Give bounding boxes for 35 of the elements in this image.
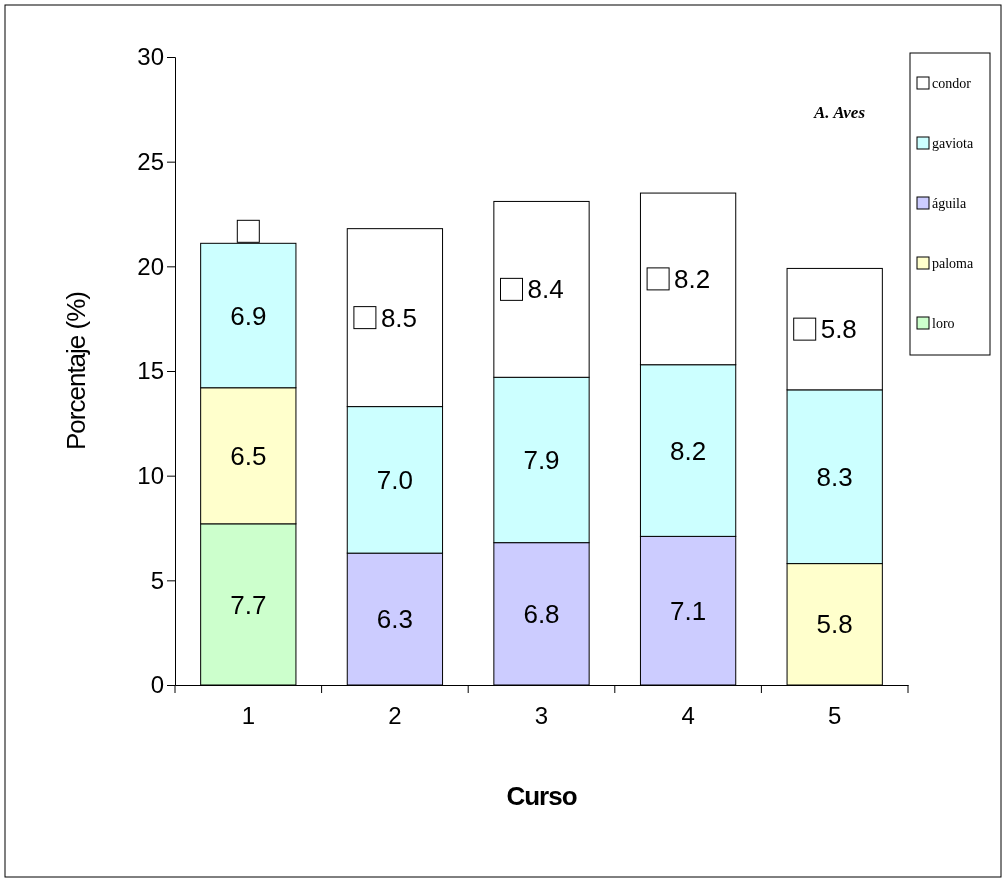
data-label: 6.5: [230, 440, 267, 471]
data-label: 7.7: [230, 589, 267, 620]
data-label: 5.8: [816, 609, 853, 640]
legend-label: loro: [932, 315, 955, 331]
data-label: 5.8: [820, 314, 857, 345]
y-tick-label: 5: [150, 566, 164, 594]
data-label: 8.2: [674, 263, 711, 294]
y-tick-label: 30: [137, 43, 164, 71]
data-label: 7.1: [670, 595, 707, 626]
y-tick-label: 15: [137, 357, 164, 385]
data-label: 7.0: [376, 464, 413, 495]
data-label: 7.9: [523, 445, 560, 476]
data-label: 8.3: [816, 461, 853, 492]
y-tick-label: 25: [137, 147, 164, 175]
x-tick-label: 1: [241, 702, 255, 730]
data-label: 8.5: [380, 302, 418, 333]
legend-label: gaviota: [932, 135, 974, 151]
legend-label: paloma: [932, 255, 974, 271]
data-label: 6.3: [376, 604, 413, 635]
x-tick-label: 5: [828, 702, 842, 730]
data-label: 8.4: [527, 274, 564, 305]
data-label: 6.8: [523, 598, 560, 629]
x-tick-label: 4: [681, 702, 695, 730]
x-tick-label: 2: [388, 702, 402, 730]
data-label: 8.2: [670, 435, 707, 466]
legend-label: águila: [932, 195, 967, 211]
y-tick-label: 0: [150, 671, 164, 699]
x-tick-label: 3: [534, 702, 549, 730]
y-tick-label: 20: [137, 252, 164, 280]
annotation: A. Aves: [813, 103, 866, 122]
data-label: 6.9: [230, 300, 267, 331]
x-axis-title: Curso: [506, 781, 577, 811]
y-tick-label: 10: [137, 461, 164, 489]
legend-label: condor: [932, 75, 972, 91]
y-axis-title: Porcentaje (%): [61, 291, 91, 450]
